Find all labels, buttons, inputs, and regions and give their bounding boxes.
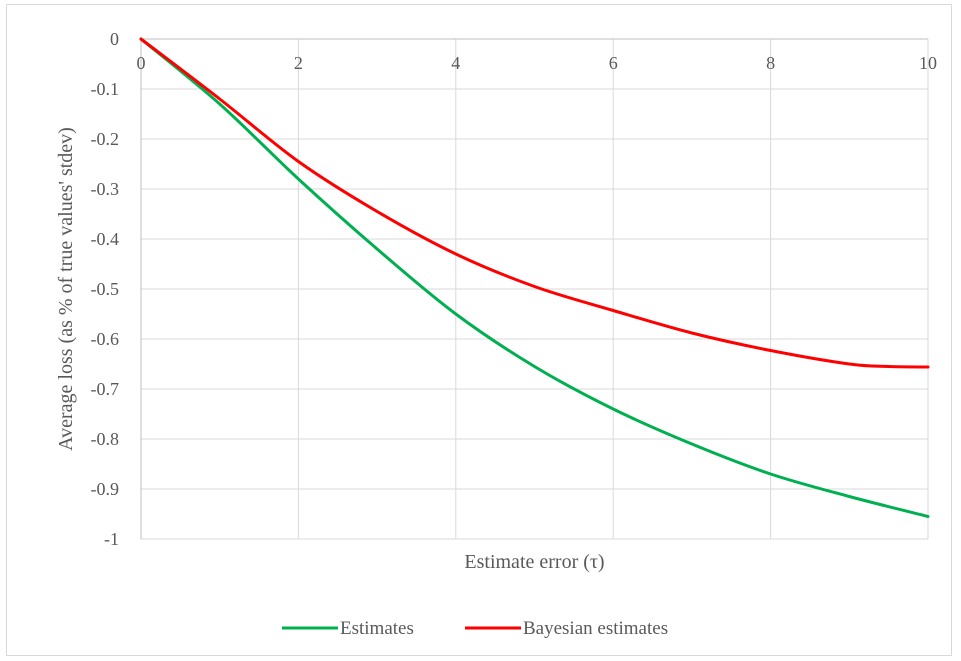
x-tick-label: 8: [766, 53, 775, 73]
legend-label-bayesian-estimates: Bayesian estimates: [523, 618, 668, 639]
x-tick-label: 6: [609, 53, 618, 73]
y-tick-label: -0.1: [91, 79, 120, 99]
legend-label-estimates: Estimates: [340, 618, 414, 639]
y-tick-label: -0.5: [91, 279, 120, 299]
grid: [141, 39, 929, 540]
x-tick-label: 4: [451, 53, 460, 73]
tick-labels: 0 -0.1 -0.2 -0.3 -0.4 -0.5 -0.6 -0.7 -0.8 -0.9 -1 0…: [91, 29, 938, 549]
y-tick-label: -0.9: [91, 479, 120, 499]
x-tick-label: 0: [137, 53, 146, 73]
y-axis-title: Average loss (as % of true values' stdev…: [55, 127, 77, 451]
x-axis-title: Estimate error (τ): [464, 551, 604, 573]
y-tick-label: -0.4: [91, 229, 120, 249]
y-tick-label: -0.8: [91, 429, 120, 449]
y-tick-label: -0.2: [91, 129, 120, 149]
y-tick-label: 0: [110, 29, 119, 49]
legend: Estimates Bayesian estimates: [282, 618, 668, 639]
y-tick-label: -0.3: [91, 179, 120, 199]
x-tick-label: 2: [294, 53, 303, 73]
y-tick-label: -1: [104, 529, 119, 549]
x-tick-label: 10: [919, 53, 937, 73]
series-line-estimates: [139, 37, 930, 518]
y-tick-label: -0.6: [91, 329, 120, 349]
axes: [140, 38, 928, 539]
y-tick-label: -0.7: [91, 379, 120, 399]
series-line-bayesian-estimates: [139, 37, 930, 369]
series-lines: [139, 37, 930, 518]
